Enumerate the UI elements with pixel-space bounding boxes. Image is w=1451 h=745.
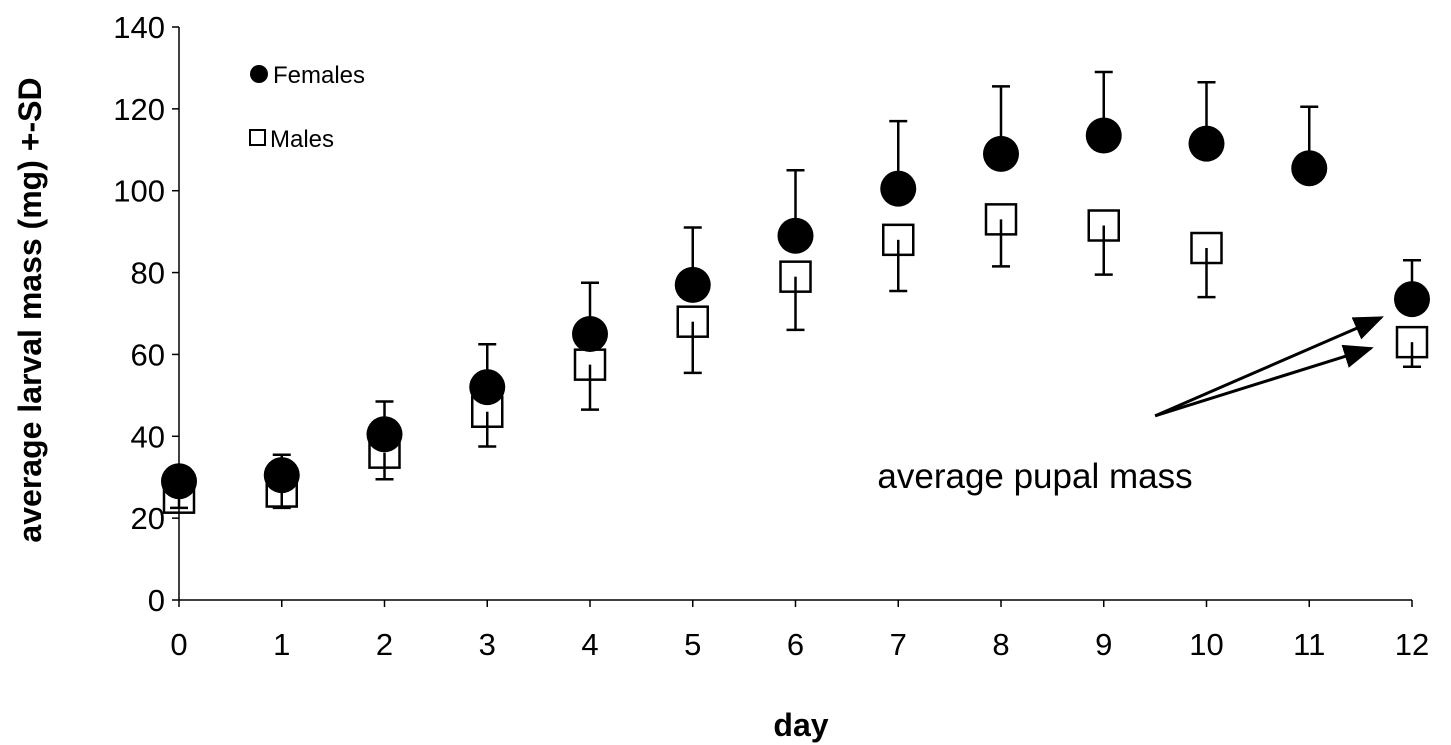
x-tick-label: 6 [787,627,804,662]
legend-females-label: Females [273,62,365,89]
error-bars [170,70,1421,510]
male-data-point [779,260,812,293]
data-markers [161,117,1430,514]
x-tick-label: 7 [890,627,907,662]
female-data-point [366,416,403,453]
female-data-point [572,315,608,352]
x-tick-label: 5 [684,627,701,662]
y-axis-title: average larval mass (mg) +-SD [12,77,48,542]
male-data-point [676,305,709,338]
annotation-arrow [1154,316,1384,418]
x-tick-label: 1 [273,627,290,662]
female-data-point [983,135,1019,172]
annotation: average pupal mass [877,316,1384,496]
x-tick-label: 9 [1095,627,1112,662]
male-data-point [1190,231,1223,265]
y-tick-label: 0 [148,583,165,618]
x-tick-label: 12 [1395,627,1429,662]
x-tick-label: 10 [1189,627,1223,662]
female-data-point [1188,125,1225,162]
male-data-point [882,223,915,257]
y-tick-label: 120 [113,92,165,127]
legend-females-marker [250,65,268,83]
female-data-point [1291,150,1328,187]
male-data-point [1395,325,1429,359]
annotation-arrow [1154,344,1374,418]
female-data-point [880,170,917,207]
female-data-point [1394,281,1430,318]
x-tick-label: 4 [581,627,598,662]
y-ticks: 0 20 40 60 80 100 120 140 [113,10,179,618]
annotation-text: average pupal mass [877,457,1192,496]
female-data-point [777,217,814,254]
x-tick-label: 3 [479,627,496,662]
female-data-point [674,266,711,303]
y-tick-label: 140 [113,10,165,45]
x-tick-label: 0 [170,627,187,662]
female-data-point [469,369,506,406]
female-data-point [1085,117,1122,154]
legend-males-label: Males [270,126,334,153]
y-tick-label: 100 [113,174,165,209]
female-data-point [161,463,197,500]
y-tick-label: 80 [131,256,165,291]
x-ticks: 0 1 2 3 4 5 6 7 8 9 10 11 12 [170,600,1429,662]
x-tick-label: 8 [992,627,1009,662]
x-tick-label: 2 [376,627,393,662]
male-data-point [1087,209,1120,242]
legend-males-marker [249,129,266,146]
y-tick-label: 60 [131,337,165,372]
y-tick-label: 20 [131,501,165,536]
y-tick-label: 40 [131,419,165,454]
female-data-point [263,457,300,494]
legend: Females Males [249,62,365,153]
male-data-point [984,203,1018,236]
x-axis-title: day [773,707,828,743]
x-tick-label: 11 [1293,627,1325,662]
